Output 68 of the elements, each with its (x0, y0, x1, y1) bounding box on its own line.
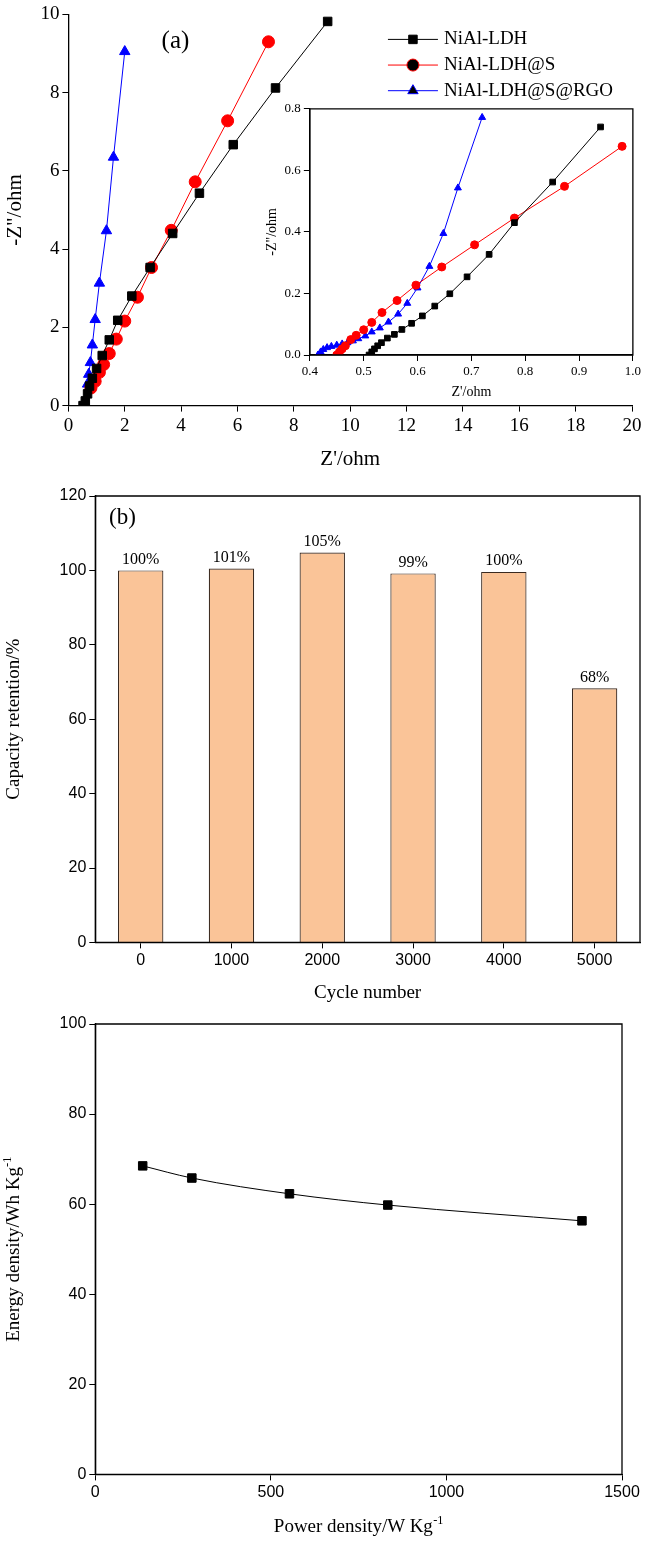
x-tick-label: 0.6 (409, 363, 427, 379)
y-tick-label: 40 (68, 784, 87, 802)
y-tick-label: 4 (49, 237, 60, 259)
data-label: 100% (485, 551, 523, 569)
annotation: (a) (161, 26, 190, 55)
x-tick-label: 0.5 (355, 363, 372, 379)
y-tick-label: 0.6 (284, 161, 302, 177)
x-tick-label: 16 (509, 413, 529, 435)
x-tick-label: 14 (453, 413, 473, 435)
y-tick-label: 120 (59, 486, 87, 504)
x-axis-title: Z'/ohm (320, 445, 381, 470)
y-tick-label: 40 (68, 1284, 87, 1302)
data-label: 105% (303, 531, 341, 549)
x-tick-label: 1000 (213, 951, 250, 969)
y-tick-label: 10 (40, 2, 60, 24)
x-tick-label: 12 (397, 413, 417, 435)
y-tick-label: 0.8 (284, 100, 301, 116)
y-tick-label: 0.2 (284, 284, 301, 300)
data-label: 100% (122, 549, 160, 567)
y-tick-label: 2 (49, 315, 60, 337)
y-tick-label: 6 (49, 158, 60, 180)
x-tick-label: 6 (232, 413, 243, 435)
y-tick-label: 20 (68, 1374, 87, 1392)
data-label: 68% (579, 667, 610, 685)
data-label: 101% (212, 547, 251, 565)
x-tick-label: 4000 (486, 951, 522, 969)
x-tick-label: 0.4 (301, 363, 319, 379)
y-axis-title: -Z"/ohm (2, 174, 27, 246)
x-tick-label: 1500 (604, 1483, 640, 1501)
legend-label: NiAl-LDH (443, 27, 528, 49)
x-tick-label: 20 (622, 413, 642, 435)
x-tick-label: 2 (120, 413, 130, 435)
y-tick-label: 60 (68, 1194, 87, 1212)
x-tick-label: 500 (257, 1483, 285, 1501)
x-axis-title: Z'/ohm (451, 384, 492, 400)
annotation: (b) (109, 504, 136, 530)
y-tick-label: 80 (68, 1104, 87, 1122)
x-tick-label: 1.0 (624, 363, 641, 379)
x-tick-label: 0 (136, 951, 146, 969)
y-tick-label: 8 (49, 80, 60, 102)
y-tick-label: 0 (77, 932, 87, 950)
x-tick-label: 1000 (428, 1483, 465, 1501)
x-tick-label: 0.9 (570, 363, 588, 379)
y-tick-label: 60 (68, 709, 87, 727)
legend-label: NiAl-LDH@S@RGO (443, 78, 614, 100)
y-axis-title: Energy density/Wh Kg-1 (0, 1156, 24, 1342)
x-tick-label: 2000 (304, 951, 341, 969)
y-tick-label: 0.4 (284, 223, 302, 239)
y-tick-label: 20 (68, 858, 87, 876)
y-tick-label: 0 (49, 393, 60, 415)
x-axis-title: Cycle number (314, 980, 422, 1002)
y-tick-label: 100 (59, 1014, 87, 1032)
y-tick-label: 80 (68, 635, 87, 653)
x-tick-label: 18 (566, 413, 586, 435)
x-tick-label: 0.8 (517, 363, 534, 379)
y-axis-title: Capacity retention/% (2, 638, 24, 800)
x-tick-label: 4 (176, 413, 187, 435)
y-tick-label: 0.0 (284, 346, 301, 362)
x-tick-label: 3000 (395, 951, 431, 969)
data-label: 99% (398, 552, 428, 570)
x-tick-label: 0.7 (463, 363, 480, 379)
x-tick-label: 10 (340, 413, 360, 435)
x-tick-label: 5000 (576, 951, 613, 969)
x-tick-label: 0 (90, 1483, 100, 1501)
y-tick-label: 100 (59, 560, 87, 578)
y-tick-label: 0 (77, 1464, 87, 1482)
legend-label: NiAl-LDH@S (443, 53, 556, 75)
y-axis-title: -Z"/ohm (264, 207, 280, 256)
